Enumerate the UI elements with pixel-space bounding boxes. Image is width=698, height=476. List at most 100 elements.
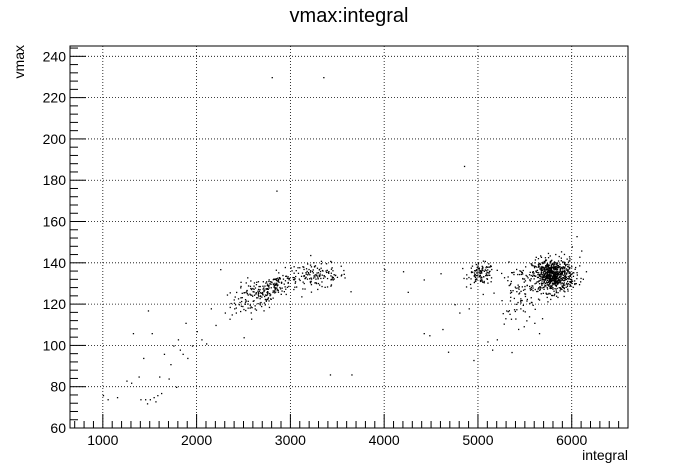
data-point	[548, 269, 551, 271]
data-point	[481, 280, 483, 282]
data-point	[551, 294, 554, 297]
data-point	[263, 310, 265, 312]
data-point	[569, 281, 571, 283]
data-point	[547, 267, 549, 269]
data-point	[533, 278, 535, 280]
data-point	[533, 272, 535, 274]
data-point	[510, 318, 513, 320]
data-point	[547, 270, 549, 273]
data-point	[538, 265, 540, 267]
data-point	[264, 304, 266, 306]
data-point	[264, 295, 266, 298]
data-point	[496, 269, 498, 271]
data-point	[564, 272, 566, 274]
data-point	[257, 292, 260, 294]
data-point	[552, 287, 554, 289]
data-point	[280, 282, 283, 284]
data-point	[257, 290, 259, 292]
data-point	[555, 271, 557, 273]
data-point	[159, 376, 161, 378]
data-point	[474, 277, 477, 279]
data-point	[552, 283, 554, 285]
data-point	[474, 270, 477, 272]
data-point	[549, 293, 551, 295]
data-point	[522, 273, 524, 275]
data-point	[569, 275, 572, 277]
data-point	[541, 280, 543, 282]
data-point	[562, 283, 564, 285]
data-point	[285, 275, 287, 277]
data-point	[274, 288, 277, 290]
data-point	[279, 286, 281, 289]
data-point	[286, 286, 289, 288]
data-point	[243, 337, 245, 339]
data-point	[259, 302, 261, 304]
data-point	[530, 278, 532, 280]
data-point	[486, 274, 488, 277]
data-point	[274, 282, 276, 284]
data-point	[292, 279, 295, 281]
data-point	[260, 292, 262, 294]
x-tick-label: 2000	[181, 432, 212, 448]
data-point	[319, 273, 321, 275]
data-point	[532, 274, 534, 276]
data-point	[575, 283, 577, 285]
data-point	[557, 273, 560, 275]
data-point	[266, 293, 269, 295]
data-point	[523, 326, 525, 328]
y-tick-label: 240	[43, 48, 67, 64]
data-point	[257, 288, 260, 291]
data-point	[235, 312, 237, 314]
data-point	[553, 270, 555, 272]
data-point	[537, 271, 539, 274]
data-point	[567, 275, 569, 278]
data-point	[559, 270, 562, 272]
data-point	[532, 304, 534, 306]
data-point	[307, 272, 309, 274]
data-point	[525, 274, 527, 277]
data-point	[541, 282, 543, 284]
data-point	[487, 269, 489, 271]
data-point	[274, 278, 276, 280]
data-point	[564, 277, 566, 279]
data-point	[520, 302, 522, 304]
data-point	[479, 270, 482, 272]
data-point	[484, 269, 486, 271]
data-point	[303, 282, 305, 285]
data-point	[276, 283, 278, 285]
data-point	[550, 298, 552, 301]
data-point	[579, 256, 581, 258]
data-point	[332, 270, 334, 272]
x-tick-label: 1000	[87, 432, 118, 448]
data-point	[559, 280, 561, 282]
data-point	[463, 277, 465, 280]
data-point	[264, 294, 267, 296]
data-point	[305, 272, 307, 274]
data-point	[318, 274, 320, 276]
data-point	[327, 271, 329, 273]
data-point	[568, 278, 570, 280]
data-point	[546, 262, 549, 265]
data-point	[566, 285, 569, 288]
data-point	[276, 284, 278, 286]
data-point	[259, 285, 261, 288]
data-point	[471, 265, 474, 267]
data-point	[251, 318, 253, 320]
data-point	[518, 328, 520, 331]
data-point	[459, 312, 461, 314]
data-point	[553, 277, 555, 279]
data-point	[549, 277, 551, 279]
data-point	[534, 275, 536, 277]
data-point	[296, 286, 298, 288]
data-point	[303, 266, 305, 268]
data-point	[517, 301, 519, 304]
data-point	[568, 264, 570, 266]
data-point	[552, 279, 554, 281]
data-point	[563, 270, 565, 272]
data-point	[547, 301, 549, 303]
data-point	[558, 270, 560, 273]
data-point	[245, 282, 247, 284]
data-point	[295, 275, 297, 278]
data-point	[492, 349, 494, 351]
data-point	[201, 339, 203, 341]
